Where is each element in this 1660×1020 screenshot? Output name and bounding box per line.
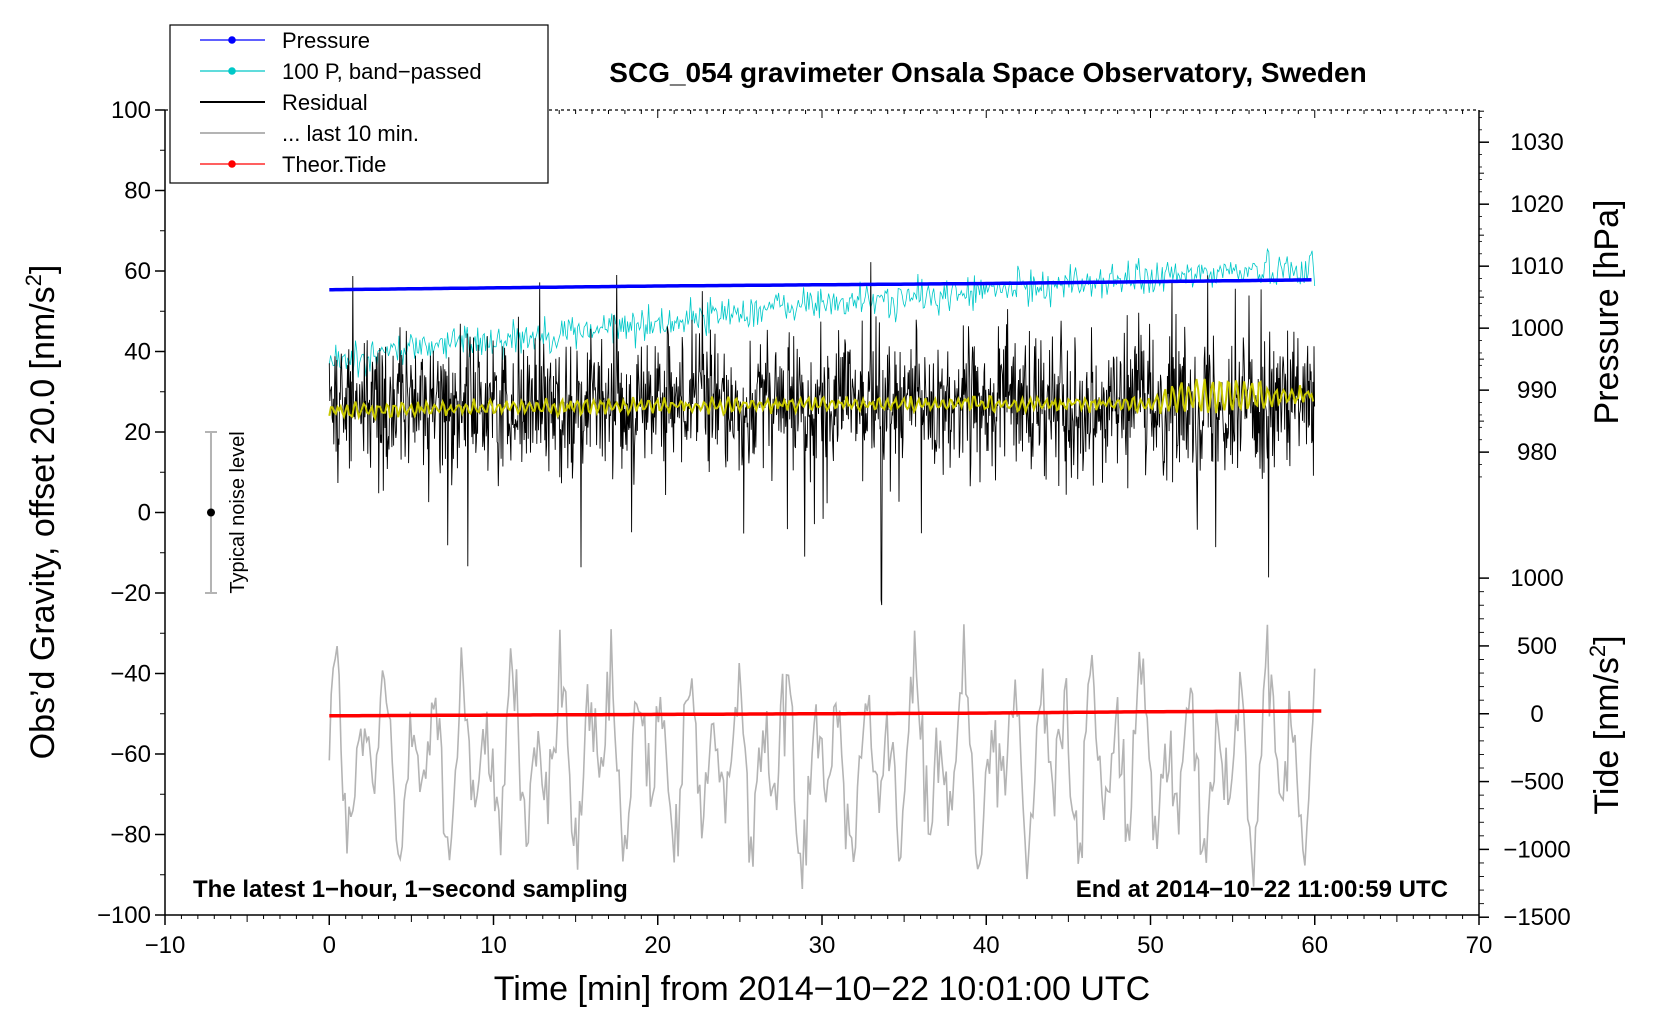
y-tick-label: −100 [97,902,151,929]
annotation-end-time: End at 2014−10−22 11:00:59 UTC [1076,876,1448,903]
y-axis-title-gravity: Obs’d Gravity, offset 20.0 [nm/s2] [21,265,62,760]
axes: −10 0 10 20 30 40 50 60 70−100−80−60−40−20020406… [97,97,1571,959]
annotations: SCG_054 gravimeter Onsala Space Observat… [21,57,1626,1008]
y-tick-label: 20 [124,419,151,446]
x-tick-label: 50 [1137,932,1164,959]
legend-box [169,24,549,184]
y-tick-label: −40 [110,661,151,688]
y-tick-label: 80 [124,178,151,205]
x-tick-label: 30 [809,932,836,959]
y-axis-title-tide-main: Tide [nm/s [1588,657,1626,814]
legend-label: Pressure [282,28,370,53]
pressure-tick-label: 1000 [1510,315,1563,342]
tide-tick-label: 1000 [1510,565,1563,592]
tide-tick-label: −1000 [1503,836,1570,863]
x-tick-label: −10 [145,932,186,959]
chart-title: SCG_054 gravimeter Onsala Space Observat… [609,57,1366,88]
y-axis-title-gravity-main: Obs’d Gravity, offset 20.0 [nm/s [24,286,62,759]
legend-marker [228,160,236,168]
y-tick-label: 60 [124,258,151,285]
legend-label: 100 P, band−passed [282,59,482,84]
pressure-tick-label: 1010 [1510,253,1563,280]
y-tick-label: 0 [138,500,151,527]
legend-marker [228,67,236,75]
y-axis-title-gravity-end: ] [24,265,62,274]
x-tick-label: 10 [480,932,507,959]
legend-label: Theor.Tide [282,152,386,177]
noise-level-label: Typical noise level [227,431,249,593]
plot-area [328,247,1322,890]
legend-label: ... last 10 min. [282,121,419,146]
y-axis-title-tide: Tide [nm/s2] [1585,635,1626,814]
pressure-tick-label: 990 [1517,377,1557,404]
pressure-tick-label: 1030 [1510,129,1563,156]
y-axis-title-gravity-sup: 2 [21,274,46,286]
tide-tick-label: −1500 [1503,904,1570,931]
annotation-sampling: The latest 1−hour, 1−second sampling [193,876,628,903]
series-pressure [329,278,1312,292]
noise-level-dot [206,508,215,517]
series-residual-trend [328,378,1315,422]
y-axis-title-tide-end: ] [1588,635,1626,644]
y-tick-label: 100 [111,97,151,124]
y-tick-label: −20 [110,580,151,607]
tide-tick-label: −500 [1510,769,1564,796]
legend: Pressure 100 P, band−passed Residual ... la… [169,24,549,184]
tide-tick-label: 0 [1530,701,1543,728]
legend-label: Residual [282,90,368,115]
series-last-10-min [328,624,1316,890]
x-tick-label: 60 [1301,932,1328,959]
series-residual [328,262,1316,606]
legend-marker [228,36,236,44]
y-axis-title-pressure: Pressure [hPa] [1588,200,1626,425]
pressure-tick-label: 1020 [1510,191,1563,218]
y-tick-label: 40 [124,339,151,366]
x-tick-label: 20 [644,932,671,959]
pressure-tick-label: 980 [1517,439,1557,466]
series-theoretical-tide [329,709,1322,718]
x-tick-label: 70 [1466,932,1493,959]
x-axis-title: Time [min] from 2014−10−22 10:01:00 UTC [494,970,1150,1008]
y-tick-label: −60 [110,741,151,768]
x-tick-label: 40 [973,932,1000,959]
tide-tick-label: 500 [1517,633,1557,660]
y-tick-label: −80 [110,822,151,849]
noise-level-indicator: Typical noise level [204,431,249,594]
y-axis-title-tide-sup: 2 [1585,645,1610,657]
x-tick-label: 0 [323,932,336,959]
